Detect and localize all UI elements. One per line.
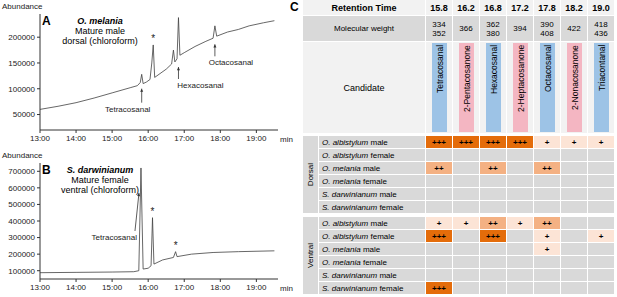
svg-text:*: * [151, 33, 155, 44]
html-text:394: 394 [513, 24, 527, 33]
html-text:S. darwinianum male: S. darwinianum male [322, 189, 397, 199]
html-text:366: 366 [459, 24, 473, 33]
svg-text:200000: 200000 [8, 250, 35, 259]
html-text:352: 352 [432, 28, 446, 38]
svg-text:13:00: 13:00 [30, 283, 51, 292]
svg-text:17:00: 17:00 [174, 283, 195, 292]
html-text:ventral (chloroform): ventral (chloroform) [61, 185, 139, 195]
html-text:S. darwinianum: S. darwinianum [66, 165, 134, 175]
svg-text:15:00: 15:00 [102, 283, 123, 292]
html-text:O. albistylum female: O. albistylum female [322, 150, 395, 160]
svg-text:19:00: 19:00 [246, 134, 267, 143]
html-text:C: C [290, 0, 299, 14]
html-text:S. darwinianum female: S. darwinianum female [322, 283, 404, 293]
html-text:O. albistylum female: O. albistylum female [322, 231, 395, 241]
html-text:436: 436 [594, 28, 608, 38]
html-text:408: 408 [540, 28, 554, 38]
svg-text:min: min [280, 135, 293, 144]
html-text:O. melania: O. melania [77, 16, 123, 26]
svg-text:16:00: 16:00 [138, 283, 159, 292]
html-text:B: B [42, 163, 51, 177]
html-text:418: 418 [594, 19, 608, 29]
html-text:2-Nonacosanone: 2-Nonacosanone [569, 45, 579, 110]
svg-text:14:00: 14:00 [66, 134, 87, 143]
svg-text:Tetracosanal: Tetracosanal [105, 105, 151, 114]
svg-text:100000: 100000 [8, 85, 35, 94]
svg-text:700000: 700000 [8, 167, 35, 176]
html-text:334: 334 [432, 19, 446, 29]
html-text:Dorsal: Dorsal [306, 162, 315, 187]
html-text:Hexacosanal: Hexacosanal [488, 45, 498, 95]
html-text:Octacosanal: Octacosanal [542, 45, 552, 93]
html-text:16.8: 16.8 [484, 2, 502, 13]
svg-text:Octacosanal: Octacosanal [209, 58, 254, 67]
html-text:Tetracosanal: Tetracosanal [434, 45, 444, 94]
html-text:17.8: 17.8 [538, 2, 556, 13]
html-text:O. melania male: O. melania male [322, 244, 381, 254]
svg-text:16:00: 16:00 [138, 134, 159, 143]
svg-text:500000: 500000 [8, 200, 35, 209]
html-text:362: 362 [486, 19, 500, 29]
svg-text:200000: 200000 [8, 33, 35, 42]
svg-text:100000: 100000 [8, 267, 35, 276]
svg-text:Tetracosanal: Tetracosanal [92, 233, 138, 242]
svg-text:14:00: 14:00 [66, 283, 87, 292]
html-text:15.8: 15.8 [430, 2, 448, 13]
svg-text:15:00: 15:00 [102, 134, 123, 143]
html-text:S. darwinianum female: S. darwinianum female [322, 202, 404, 212]
html-text:Ventral: Ventral [306, 243, 315, 268]
svg-text:19:00: 19:00 [246, 283, 267, 292]
html-text:Molecular weight: Molecular weight [334, 24, 394, 33]
html-text:O. albistylum male: O. albistylum male [322, 218, 388, 228]
html-text:Retention Time: Retention Time [331, 2, 397, 13]
svg-text:*: * [151, 206, 155, 217]
svg-text:min: min [280, 284, 293, 293]
html-text:16.2: 16.2 [457, 2, 475, 13]
svg-text:50000: 50000 [13, 110, 36, 119]
html-text:O. melania male: O. melania male [322, 163, 381, 173]
html-text:S. darwinianum male: S. darwinianum male [322, 270, 397, 280]
html-text:O. albistylum male: O. albistylum male [322, 137, 388, 147]
html-text:2-Heptacosanone: 2-Heptacosanone [515, 45, 525, 113]
html-text:Mature male: Mature male [75, 26, 125, 36]
html-text:19.0: 19.0 [592, 2, 610, 13]
svg-text:300000: 300000 [8, 233, 35, 242]
svg-text:600000: 600000 [8, 184, 35, 193]
svg-text:18:00: 18:00 [210, 134, 231, 143]
html-text:Abundance: Abundance [2, 151, 43, 160]
svg-text:17:00: 17:00 [174, 134, 195, 143]
html-text:18.2: 18.2 [565, 2, 583, 13]
html-text:Mature female: Mature female [71, 175, 129, 185]
svg-text:Hexacosanal: Hexacosanal [177, 81, 223, 90]
html-text:2-Pentacosanone: 2-Pentacosanone [461, 45, 471, 112]
svg-text:18:00: 18:00 [210, 283, 231, 292]
html-text:O. melania female: O. melania female [322, 176, 387, 186]
html-text:422: 422 [567, 24, 581, 33]
html-text:dorsal (chloroform): dorsal (chloroform) [62, 36, 138, 46]
html-text:A: A [42, 14, 51, 28]
svg-text:*: * [174, 240, 178, 251]
svg-text:150000: 150000 [8, 59, 35, 68]
html-text:17.2: 17.2 [511, 2, 529, 13]
svg-text:400000: 400000 [8, 217, 35, 226]
html-text:Triacontanal: Triacontanal [596, 45, 606, 92]
html-text:Abundance: Abundance [2, 2, 43, 11]
html-text:Candidate: Candidate [343, 82, 385, 93]
html-text:390: 390 [540, 19, 554, 29]
html-text:O. melania female: O. melania female [322, 257, 387, 267]
html-text:380: 380 [486, 28, 500, 38]
svg-text:13:00: 13:00 [30, 134, 51, 143]
